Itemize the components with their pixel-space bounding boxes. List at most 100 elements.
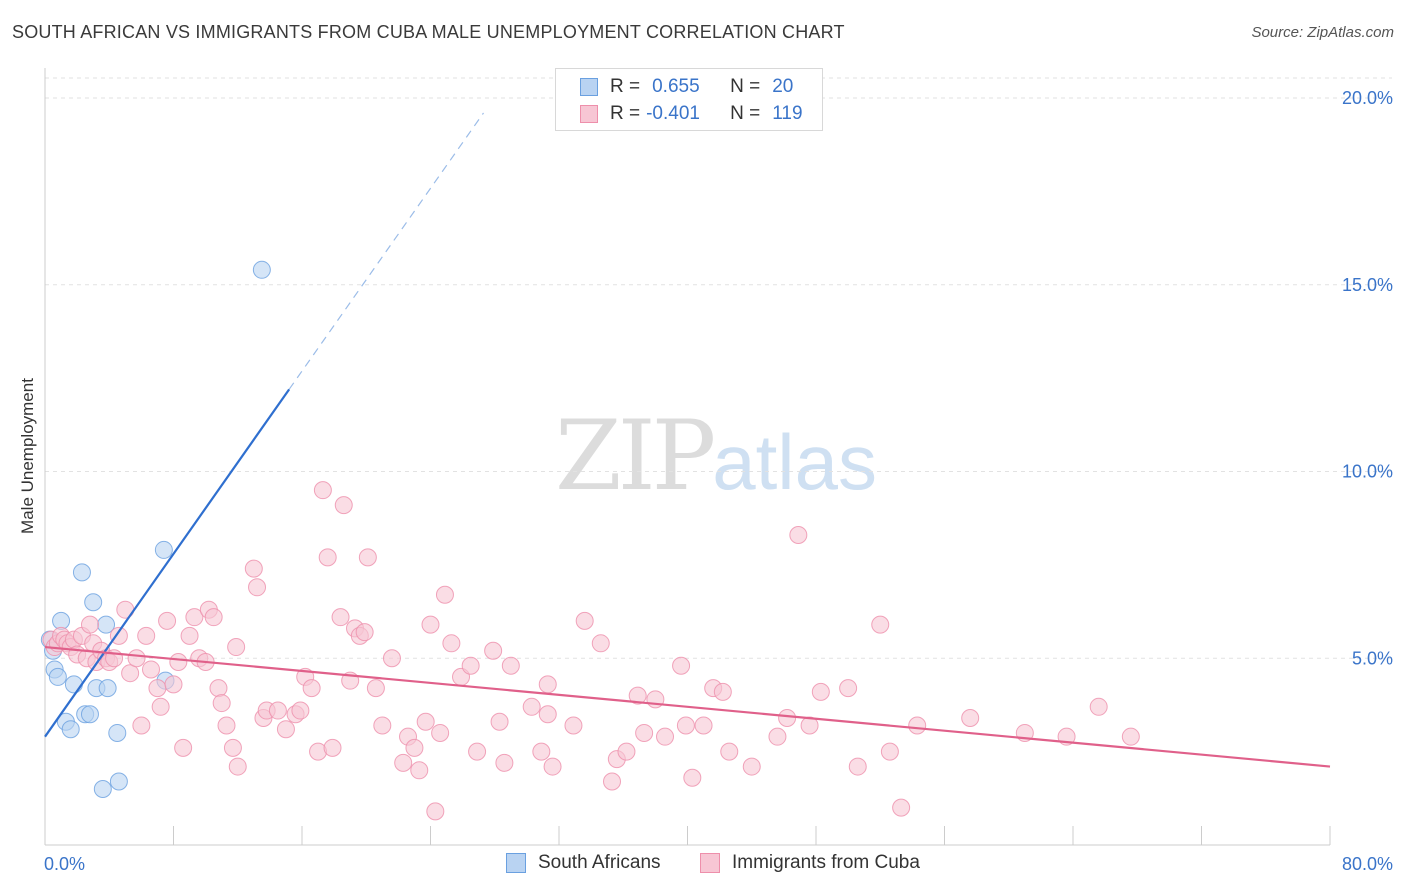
point-cuba: [495, 753, 514, 772]
legend-n-label: N =: [730, 103, 761, 124]
chart-title: SOUTH AFRICAN VS IMMIGRANTS FROM CUBA MA…: [12, 22, 845, 42]
trendline-extension-south-africans: [288, 112, 484, 390]
legend-n-label: N =: [730, 76, 761, 97]
point-cuba: [80, 615, 99, 634]
point-cuba: [158, 611, 177, 630]
point-cuba: [366, 679, 385, 698]
series-legend: South Africans Immigrants from Cuba: [0, 852, 1406, 878]
point-cuba: [373, 716, 392, 735]
point-cuba: [656, 727, 675, 746]
point-cuba: [142, 660, 161, 679]
point-cuba: [223, 738, 242, 757]
point-cuba: [484, 641, 503, 660]
point-cuba: [617, 742, 636, 761]
y-tick-label: 20.0%: [1342, 88, 1393, 108]
legend-swatch-south-africans: [580, 78, 598, 96]
point-cuba: [468, 742, 487, 761]
point-south-africans: [98, 679, 117, 698]
trendline-south-africans: [44, 388, 291, 738]
point-cuba: [892, 798, 911, 817]
point-cuba: [538, 675, 557, 694]
point-cuba: [276, 720, 295, 739]
point-cuba: [313, 481, 332, 500]
point-cuba: [538, 705, 557, 724]
point-cuba: [358, 548, 377, 567]
point-cuba: [227, 638, 246, 657]
point-cuba: [880, 742, 899, 761]
legend-r-label: R =: [610, 76, 641, 97]
point-cuba: [800, 716, 819, 735]
point-cuba: [789, 525, 808, 544]
legend-r-value: -0.401: [646, 103, 700, 124]
point-south-africans: [72, 563, 91, 582]
point-cuba: [720, 742, 739, 761]
point-cuba: [961, 709, 980, 728]
point-cuba: [291, 701, 310, 720]
point-cuba: [431, 723, 450, 742]
point-cuba: [209, 679, 228, 698]
point-cuba: [248, 578, 267, 597]
point-cuba: [355, 623, 374, 642]
point-south-africans: [108, 723, 127, 742]
point-south-africans: [154, 540, 173, 559]
point-cuba: [410, 761, 429, 780]
point-cuba: [501, 656, 520, 675]
watermark-zip: ZIP: [555, 400, 716, 512]
point-cuba: [169, 652, 188, 671]
legend-row-cuba: R = -0.401 N = 119: [556, 101, 803, 127]
point-south-africans: [48, 667, 67, 686]
point-south-africans: [252, 260, 271, 279]
point-cuba: [302, 679, 321, 698]
point-south-africans: [109, 772, 128, 791]
point-cuba: [121, 664, 140, 683]
x-tick-label: 0.0%: [44, 854, 85, 874]
point-cuba: [871, 615, 890, 634]
legend-row-south-africans: R = 0.655 N = 20: [556, 74, 793, 100]
legend-label-south-africans: South Africans: [538, 852, 661, 873]
point-cuba: [268, 701, 287, 720]
point-south-africans: [93, 779, 112, 798]
trendline-cuba: [44, 645, 1331, 768]
point-cuba: [132, 716, 151, 735]
point-cuba: [148, 679, 167, 698]
point-cuba: [778, 709, 797, 728]
point-cuba: [742, 757, 761, 776]
point-cuba: [768, 727, 787, 746]
point-cuba: [382, 649, 401, 668]
point-south-africans: [84, 593, 103, 612]
point-cuba: [603, 772, 622, 791]
point-cuba: [174, 738, 193, 757]
point-cuba: [334, 496, 353, 515]
y-tick-label: 5.0%: [1352, 648, 1393, 668]
watermark-atlas: atlas: [712, 418, 877, 506]
point-cuba: [151, 697, 170, 716]
point-cuba: [244, 559, 263, 578]
point-cuba: [543, 757, 562, 776]
point-cuba: [435, 585, 454, 604]
point-cuba: [137, 626, 156, 645]
point-cuba: [228, 757, 247, 776]
point-cuba: [575, 611, 594, 630]
x-tick-label: 80.0%: [1342, 854, 1393, 874]
point-cuba: [127, 649, 146, 668]
legend-n-value: 119: [772, 103, 803, 124]
point-cuba: [331, 608, 350, 627]
point-south-africans: [80, 705, 99, 724]
legend-r-label: R =: [610, 103, 641, 124]
legend-item-south-africans: South Africans: [506, 852, 661, 874]
point-cuba: [1121, 727, 1140, 746]
legend-swatch-cuba: [700, 853, 720, 873]
point-cuba: [185, 608, 204, 627]
point-cuba: [405, 738, 424, 757]
point-cuba: [683, 768, 702, 787]
point-cuba: [1089, 697, 1108, 716]
point-cuba: [848, 757, 867, 776]
point-cuba: [532, 742, 551, 761]
point-cuba: [323, 738, 342, 757]
point-cuba: [564, 716, 583, 735]
point-cuba: [490, 712, 509, 731]
point-cuba: [635, 723, 654, 742]
point-cuba: [318, 548, 337, 567]
point-cuba: [811, 682, 830, 701]
